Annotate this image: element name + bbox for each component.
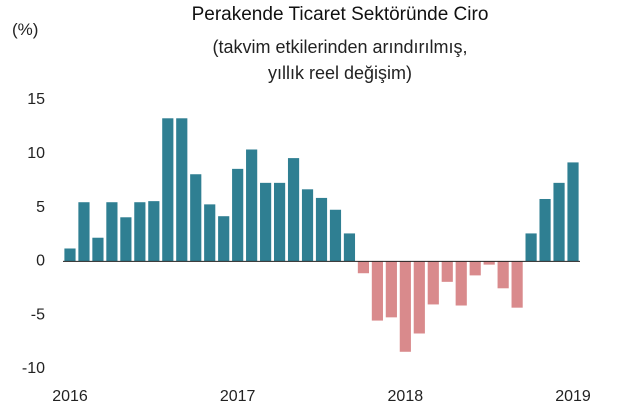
bar bbox=[273, 182, 286, 262]
bar bbox=[357, 261, 370, 274]
bar bbox=[525, 233, 537, 262]
y-tick-label: -5 bbox=[31, 306, 45, 323]
bar bbox=[413, 261, 425, 334]
bar bbox=[497, 261, 509, 289]
chart-title: Perakende Ticaret Sektöründe Ciro bbox=[191, 4, 489, 25]
bar bbox=[371, 261, 383, 321]
bar bbox=[539, 198, 551, 262]
bar bbox=[64, 248, 76, 262]
y-tick-label: 0 bbox=[36, 253, 45, 270]
bar bbox=[204, 204, 216, 262]
chart-subtitle: (takvim etkilerinden arındırılmış, yıllı… bbox=[212, 37, 468, 83]
bar bbox=[343, 233, 356, 262]
bar bbox=[176, 118, 188, 262]
bar bbox=[399, 261, 411, 352]
bar bbox=[106, 202, 118, 262]
bar bbox=[483, 261, 495, 265]
y-axis-label: (%) bbox=[12, 20, 39, 39]
bar bbox=[120, 217, 132, 262]
bar bbox=[455, 261, 467, 306]
bar bbox=[287, 158, 300, 262]
bar bbox=[567, 162, 579, 262]
bar bbox=[553, 182, 565, 262]
bar bbox=[246, 149, 258, 262]
bar bbox=[301, 189, 314, 262]
bar bbox=[162, 118, 174, 262]
bar bbox=[385, 261, 397, 318]
bar bbox=[218, 216, 230, 262]
x-tick-label: 2019 bbox=[555, 388, 591, 405]
bar bbox=[441, 261, 453, 282]
bar bbox=[134, 202, 146, 262]
x-tick-label: 2018 bbox=[388, 388, 424, 405]
y-tick-label: 5 bbox=[36, 199, 45, 216]
x-tick-label: 2016 bbox=[52, 388, 88, 405]
bar bbox=[92, 237, 104, 262]
bar bbox=[315, 197, 328, 262]
y-tick-label: 10 bbox=[27, 145, 45, 162]
bar bbox=[78, 202, 90, 262]
bar bbox=[469, 261, 481, 276]
y-tick-label: -10 bbox=[22, 360, 45, 377]
bar bbox=[260, 182, 272, 262]
x-tick-label: 2017 bbox=[220, 388, 256, 405]
bar bbox=[148, 201, 160, 262]
bar bbox=[329, 209, 342, 262]
y-tick-label: 15 bbox=[27, 91, 45, 108]
bar bbox=[511, 261, 523, 308]
bar bbox=[190, 174, 202, 262]
bar bbox=[427, 261, 439, 305]
bar bbox=[232, 168, 244, 262]
